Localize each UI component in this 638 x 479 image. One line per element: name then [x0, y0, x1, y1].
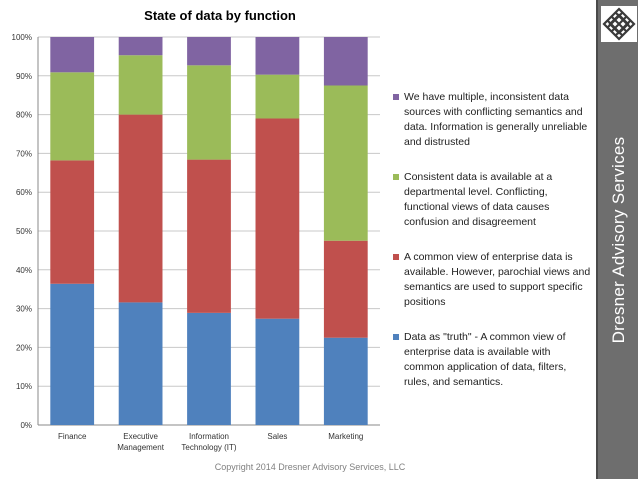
bar-segment [50, 283, 95, 425]
legend-label: We have multiple, inconsistent data sour… [404, 91, 588, 148]
x-tick-label: Information Technology (IT) [181, 432, 236, 452]
legend-swatch [393, 174, 399, 180]
brand-name: Dresner Advisory Services [609, 136, 628, 344]
bar-segment [187, 159, 231, 313]
x-tick-label: Finance [58, 432, 87, 441]
y-tick-label: 0% [20, 421, 32, 430]
bar-segment [255, 37, 300, 75]
bar-segment [187, 312, 231, 425]
legend-swatch [393, 254, 399, 260]
y-tick-label: 60% [16, 188, 32, 197]
bar-segment [323, 85, 368, 241]
bar-segment [118, 302, 163, 425]
bar-segment [255, 118, 300, 319]
y-tick-label: 10% [16, 382, 32, 391]
bar-segment [50, 160, 95, 284]
legend-item-truth: Data as "truth" - A common view of enter… [393, 330, 593, 390]
bar-segment [118, 55, 163, 115]
y-tick-label: 80% [16, 111, 32, 120]
bar-segment [118, 37, 163, 56]
y-tick-label: 90% [16, 72, 32, 81]
bar-segment [323, 37, 368, 86]
x-tick-label: Sales [267, 432, 287, 441]
legend-item-parochial: A common view of enterprise data is avai… [393, 250, 593, 310]
bar-segment [187, 37, 231, 66]
y-tick-label: 20% [16, 343, 32, 352]
bar-segment [118, 114, 163, 303]
bar-segment [323, 337, 368, 425]
copyright: Copyright 2014 Dresner Advisory Services… [214, 462, 406, 472]
y-tick-label: 100% [12, 33, 32, 42]
bar-segment [255, 74, 300, 119]
legend-swatch [393, 334, 399, 340]
endless-knot-icon [601, 6, 637, 42]
legend-label: Consistent data is available at a depart… [404, 171, 553, 228]
y-tick-label: 70% [16, 149, 32, 158]
legend: We have multiple, inconsistent data sour… [393, 90, 593, 410]
x-tick-label: Marketing [328, 432, 363, 441]
bar-segment [50, 72, 95, 161]
y-tick-label: 40% [16, 266, 32, 275]
legend-item-unreliable: We have multiple, inconsistent data sour… [393, 90, 593, 150]
bar-segment [187, 65, 231, 160]
legend-label: Data as "truth" - A common view of enter… [404, 331, 567, 388]
chart-title: State of data by function [144, 8, 296, 23]
legend-swatch [393, 94, 399, 100]
brand-panel: Dresner Advisory Services [596, 0, 638, 479]
legend-label: A common view of enterprise data is avai… [404, 251, 591, 308]
x-tick-label: Executive Management [117, 432, 164, 452]
bar-segment [255, 318, 300, 425]
legend-item-departmental: Consistent data is available at a depart… [393, 170, 593, 230]
bar-segment [50, 37, 95, 73]
y-tick-label: 30% [16, 305, 32, 314]
y-tick-label: 50% [16, 227, 32, 236]
bar-segment [323, 240, 368, 338]
stacked-bar-chart: 0% 10% 20% 30% 40% 50% 60% 70% 80% 90% 100% Finance… [12, 33, 380, 452]
